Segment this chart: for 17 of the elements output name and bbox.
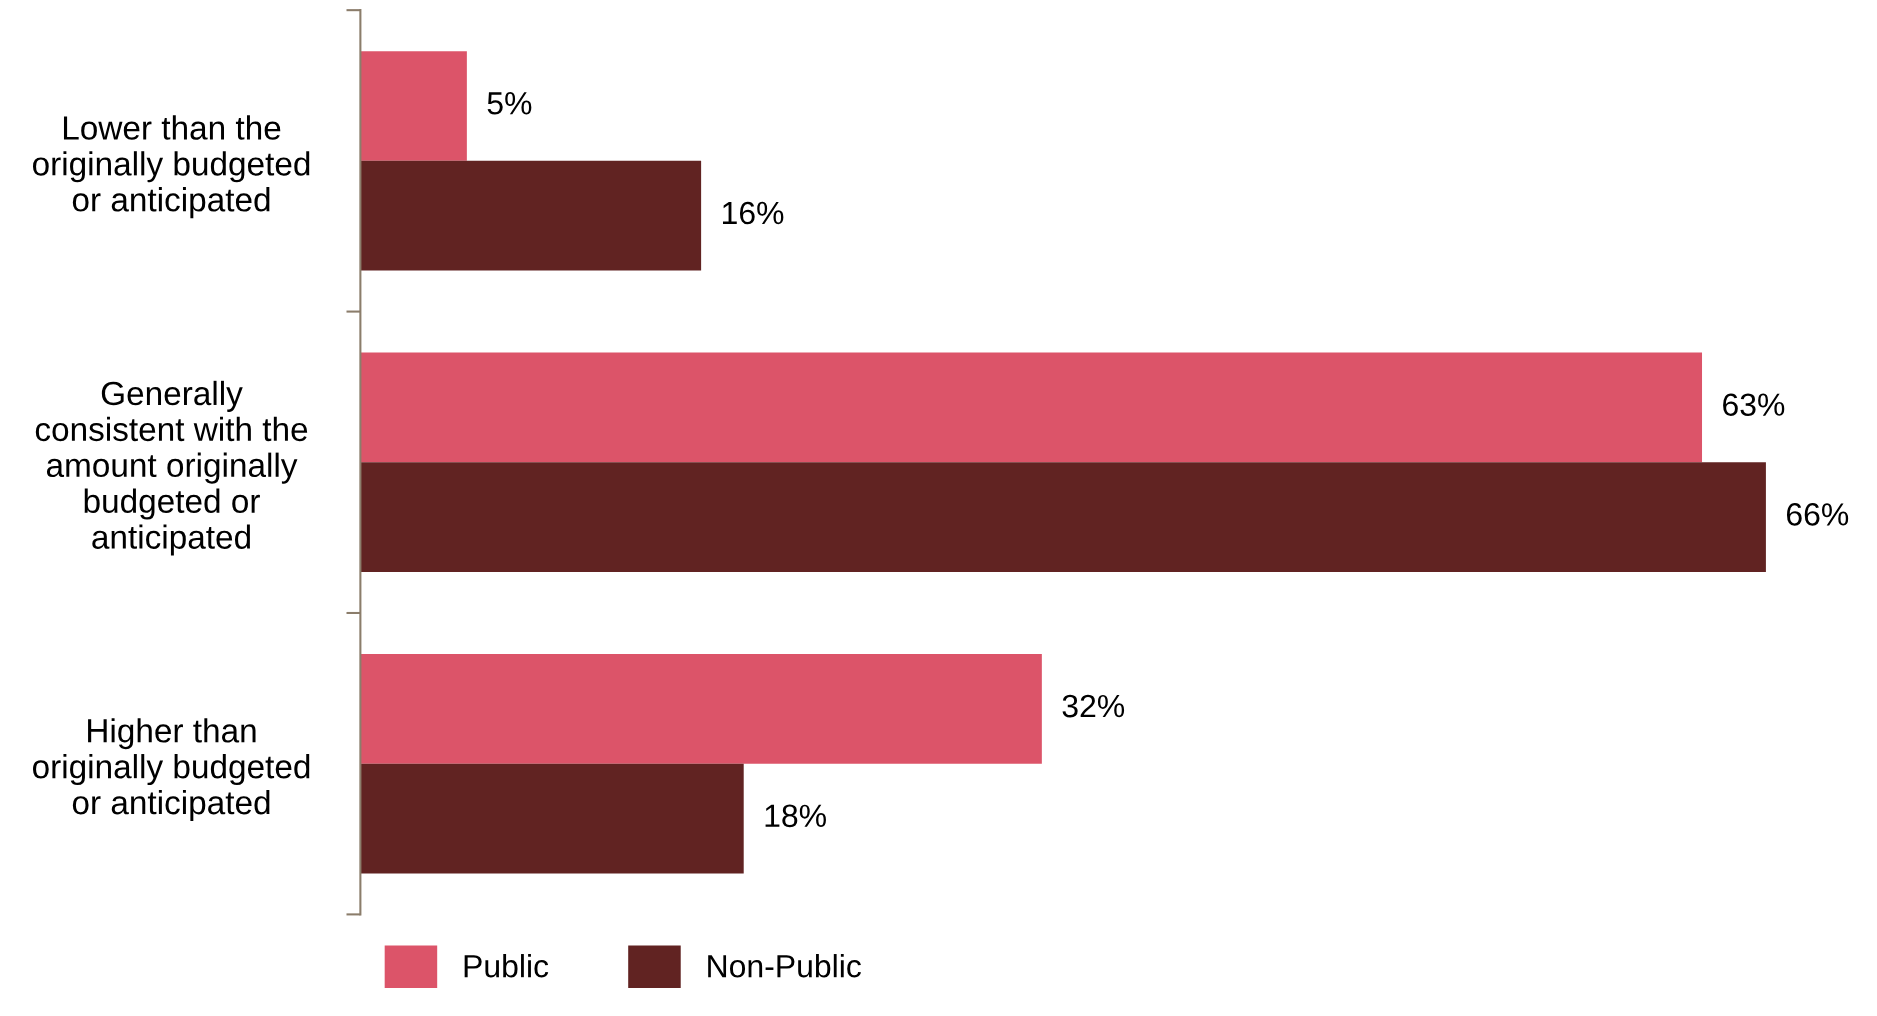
y-tick-label: Lower than the originally budgeted or anticipated xyxy=(32,115,310,219)
bar xyxy=(360,462,1766,572)
data-label: 63% xyxy=(1723,393,1785,416)
legend-label: Public xyxy=(464,954,549,978)
y-tick-label: Generally consistent with the amount originally budgeted or anticipated xyxy=(35,380,308,556)
bar xyxy=(360,352,1703,463)
data-label: 32% xyxy=(1062,694,1125,718)
legend-label: Non-Public xyxy=(708,954,861,978)
data-label: 16% xyxy=(723,201,784,225)
data-label: 66% xyxy=(1786,503,1849,526)
y-tick-label: Higher than originally budgeted or anticipated xyxy=(32,718,310,822)
data-label: 5% xyxy=(487,92,532,115)
bar xyxy=(360,160,702,271)
bar xyxy=(360,763,744,874)
bar xyxy=(360,653,1042,764)
data-label: 18% xyxy=(765,804,826,828)
bar xyxy=(360,51,467,161)
